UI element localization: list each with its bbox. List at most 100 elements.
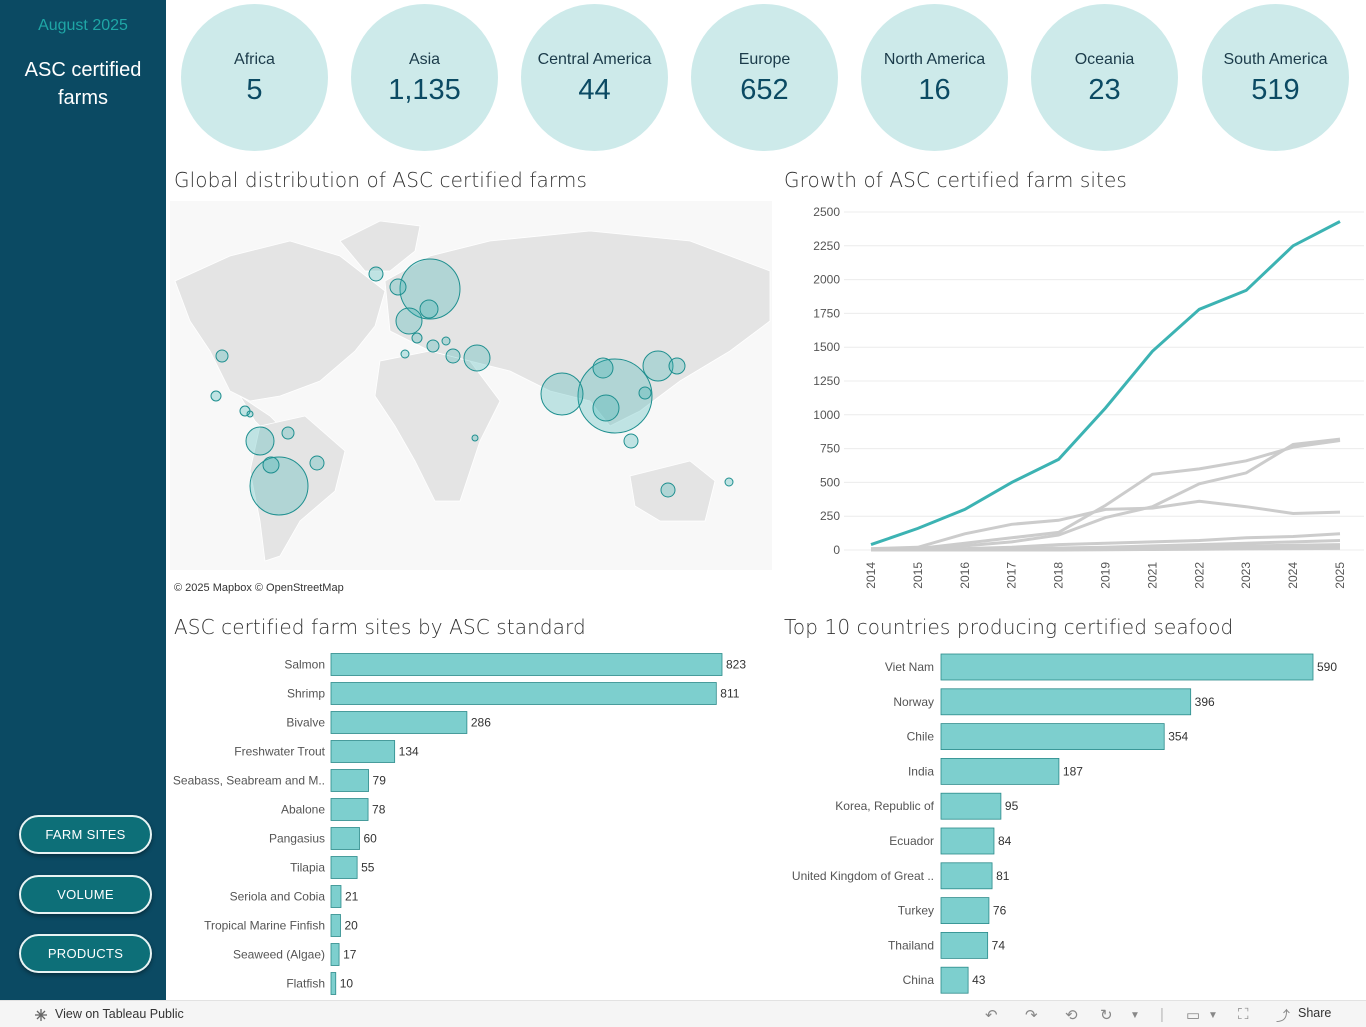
bar[interactable] [940, 827, 995, 855]
bubble-france[interactable] [411, 332, 423, 344]
bubble-new-zealand[interactable] [724, 477, 734, 487]
bar-value-label: 823 [726, 658, 746, 672]
bar[interactable] [940, 862, 993, 890]
bubble-italy[interactable] [426, 339, 440, 353]
bubble-croatia[interactable] [441, 336, 451, 346]
grey-series-line[interactable] [870, 439, 1341, 551]
kpi-label: Central America [537, 51, 652, 68]
world-map[interactable] [170, 201, 772, 570]
undo-icon[interactable]: ↶ [985, 1007, 998, 1024]
x-tick-label: 2019 [1099, 562, 1113, 589]
bubble-mexico[interactable] [210, 390, 222, 402]
y-tick-label: 1500 [813, 340, 840, 354]
bar[interactable] [940, 792, 1002, 820]
bar[interactable] [940, 966, 969, 994]
bubble-korea[interactable] [668, 357, 686, 375]
bar-category-label: Korea, Republic of [835, 799, 934, 813]
bubble-turkey[interactable] [463, 344, 491, 372]
bubble-philippines[interactable] [638, 386, 652, 400]
bubble-chile[interactable] [249, 456, 309, 516]
bar[interactable] [330, 682, 717, 705]
kpi-north-america[interactable]: North America 16 [861, 4, 1008, 151]
bubble-canada[interactable] [215, 349, 229, 363]
view-on-tableau-link[interactable]: View on Tableau Public [55, 1007, 184, 1021]
bar[interactable] [330, 653, 723, 676]
bar-category-label: Shrimp [287, 687, 325, 701]
bar[interactable] [330, 798, 369, 821]
bubble-faroe[interactable] [389, 278, 407, 296]
revert-icon[interactable]: ⟲ [1065, 1007, 1078, 1024]
farm-bubbles[interactable] [210, 258, 734, 516]
redo-icon[interactable]: ↷ [1025, 1007, 1038, 1024]
products-button[interactable]: PRODUCTS [19, 934, 152, 973]
bar[interactable] [940, 723, 1165, 750]
grey-series-line[interactable] [870, 499, 1341, 551]
top-countries-title: Top 10 countries producing certified sea… [784, 615, 1234, 639]
refresh-icon[interactable]: ↻ [1100, 1007, 1113, 1024]
bar[interactable] [330, 972, 337, 995]
bubble-ecuador[interactable] [245, 426, 275, 456]
standard-bar-chart[interactable]: Salmon 823 Shrimp 811 Bivalve 286 Freshwater T… [166, 648, 766, 998]
bubble-brazil[interactable] [309, 455, 325, 471]
bubble-colombia[interactable] [281, 426, 295, 440]
bubble-greece[interactable] [445, 348, 461, 364]
y-tick-label: 250 [820, 509, 840, 523]
bar[interactable] [330, 827, 360, 850]
bubble-thailand[interactable] [592, 394, 620, 422]
fullscreen-icon[interactable]: ⛶ [1238, 1006, 1249, 1023]
bubble-bangladesh[interactable] [592, 357, 614, 379]
bubble-uk[interactable] [395, 307, 423, 335]
grey-series-line[interactable] [870, 437, 1341, 552]
kpi-central-america[interactable]: Central America 44 [521, 4, 668, 151]
bar[interactable] [330, 711, 468, 734]
bar[interactable] [330, 740, 396, 763]
chevron-down-icon[interactable]: ▼ [1208, 1010, 1218, 1021]
bar[interactable] [330, 856, 358, 879]
bubble-norway[interactable] [399, 258, 461, 320]
bubble-china[interactable] [642, 350, 674, 382]
bubble-indonesia[interactable] [623, 433, 639, 449]
volume-button[interactable]: VOLUME [19, 875, 152, 914]
highlight-series-line[interactable] [870, 220, 1341, 547]
bubble-iceland[interactable] [368, 266, 384, 282]
bar[interactable] [330, 885, 342, 908]
y-tick-label: 500 [820, 475, 840, 489]
growth-line-chart[interactable]: 0 250 500 750 1000 1250 1500 1750 2000 2250 2500 2… [784, 200, 1364, 595]
bar-category-label: Turkey [898, 904, 934, 918]
report-date: August 2025 [38, 17, 128, 34]
bar[interactable] [940, 897, 990, 925]
bubble-peru[interactable] [262, 456, 280, 474]
bar-value-label: 78 [372, 803, 386, 817]
kpi-africa[interactable]: Africa 5 [181, 4, 328, 151]
kpi-oceania[interactable]: Oceania 23 [1031, 4, 1178, 151]
bar-category-label: Seriola and Cobia [230, 890, 326, 904]
kpi-europe[interactable]: Europe 652 [691, 4, 838, 151]
bar-value-label: 74 [992, 938, 1006, 952]
chevron-down-icon[interactable]: ▼ [1130, 1010, 1140, 1021]
bar[interactable] [940, 653, 1314, 681]
bubble-viet-nam[interactable] [577, 358, 653, 434]
bubble-india[interactable] [540, 372, 584, 416]
bar[interactable] [330, 769, 369, 792]
bar[interactable] [940, 688, 1192, 716]
device-preview-icon[interactable]: ▭ [1186, 1007, 1201, 1024]
x-tick-label: 2023 [1239, 562, 1253, 589]
kpi-asia[interactable]: Asia 1,135 [351, 4, 498, 151]
bar[interactable] [330, 914, 341, 937]
line-series[interactable] [870, 220, 1341, 552]
share-button[interactable]: Share [1298, 1006, 1332, 1020]
farm-sites-button[interactable]: FARM SITES [19, 815, 152, 854]
grey-series-line[interactable] [871, 546, 1341, 552]
north-america-land [174, 240, 386, 402]
bar[interactable] [330, 943, 340, 966]
share-icon[interactable]: ⤴ [1276, 1008, 1290, 1024]
kpi-south-america[interactable]: South America 519 [1202, 4, 1349, 151]
bubble-spain[interactable] [400, 349, 410, 359]
bubble-australia[interactable] [660, 482, 676, 498]
bar[interactable] [940, 931, 989, 959]
top-countries-bar-chart[interactable]: Viet Nam 590 Norway 396 Chile 354 India 187 Kore… [780, 648, 1366, 998]
bubble-guatemala[interactable] [246, 410, 254, 418]
bubble-kenya[interactable] [471, 434, 479, 442]
bar[interactable] [940, 758, 1060, 785]
bubble-denmark[interactable] [419, 299, 439, 319]
